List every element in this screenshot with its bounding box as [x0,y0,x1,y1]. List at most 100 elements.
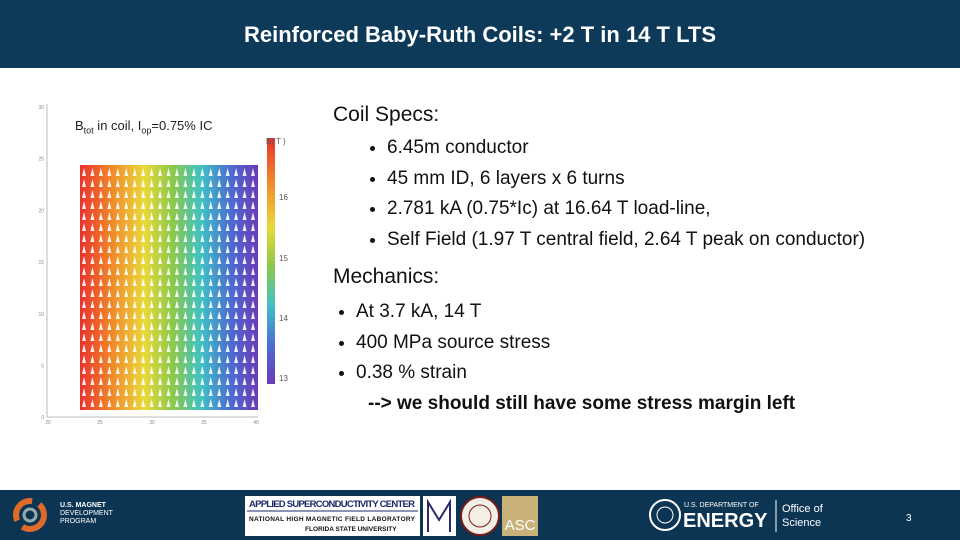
asc-logo-box [502,496,538,536]
arrow [191,399,196,407]
arrow [166,311,171,319]
arrow [208,366,213,374]
arrow [98,212,103,220]
arrow [107,333,112,341]
arrow [149,289,154,297]
arrow [115,344,120,352]
arrow [183,267,188,275]
arrow [107,245,112,253]
arrow [90,311,95,319]
arrow [234,322,239,330]
arrow [107,399,112,407]
colorbar-tick-label: 14 [279,314,288,323]
arrow [251,377,255,385]
arrow [82,278,86,286]
arrow [124,366,129,374]
arrow [251,300,255,308]
arrow [251,322,255,330]
arrow [141,355,146,363]
arrow [115,300,120,308]
arrow [158,388,163,396]
arrow [242,366,247,374]
arrow [191,366,196,374]
arrow [158,322,163,330]
arrow [217,278,222,286]
arrow [174,388,179,396]
arrow [132,168,137,176]
arrow [98,377,103,385]
arrow [115,377,120,385]
arrow [242,223,247,231]
arrow [174,234,179,242]
arrow [200,201,205,209]
arrow [208,245,213,253]
arrow [200,322,205,330]
arrow [107,289,112,297]
arrow [141,366,146,374]
arrow [124,201,129,209]
arrow [191,333,196,341]
arrow [183,212,188,220]
arrow [234,234,239,242]
arrow [166,300,171,308]
arrow [166,212,171,220]
arrow [251,212,255,220]
arrow [217,245,222,253]
arrow [132,256,137,264]
arrow [149,388,154,396]
arrow [132,355,137,363]
arrow [166,267,171,275]
page-number: 3 [906,513,912,524]
arrow [174,399,179,407]
arrow [132,289,137,297]
arrow [234,190,239,198]
arrow [251,366,255,374]
arrow [158,190,163,198]
arrow [124,190,129,198]
x-tick-label: 25 [97,420,103,426]
arrow [217,212,222,220]
bullet-item: 400 MPa source stress [356,328,550,359]
arrow [107,278,112,286]
bullet-item: 2.781 kA (0.75*Ic) at 16.64 T load-line, [387,194,865,225]
arrow [234,388,239,396]
arrow [191,278,196,286]
arrow [208,234,213,242]
arrow [98,201,103,209]
arrow [225,355,230,363]
arrow [115,245,120,253]
arrow [149,234,154,242]
arrow [149,366,154,374]
arrow [107,190,112,198]
arrow [208,223,213,231]
usmdp-logo [22,507,38,523]
arrow [149,256,154,264]
logo-text: U.S. DEPARTMENT OF [684,502,759,509]
y-tick-label: 5 [41,364,44,370]
arrow [132,388,137,396]
arrow [217,256,222,264]
arrow [234,289,239,297]
arrow [132,179,137,187]
arrow [174,201,179,209]
arrow [174,245,179,253]
arrow [234,399,239,407]
arrow [115,179,120,187]
arrow [183,179,188,187]
arrow [191,289,196,297]
arrow [183,190,188,198]
arrow [234,212,239,220]
arrow [98,245,103,253]
arrow [107,223,112,231]
arrow [166,234,171,242]
arrow [251,168,255,176]
arrow [158,333,163,341]
arrow [149,399,154,407]
bullet-list: At 3.7 kA, 14 T400 MPa source stress0.38… [356,297,550,389]
arrow [200,278,205,286]
arrow [251,355,255,363]
arrow [166,344,171,352]
arrow [251,388,255,396]
arrow [234,256,239,264]
arrow [166,223,171,231]
